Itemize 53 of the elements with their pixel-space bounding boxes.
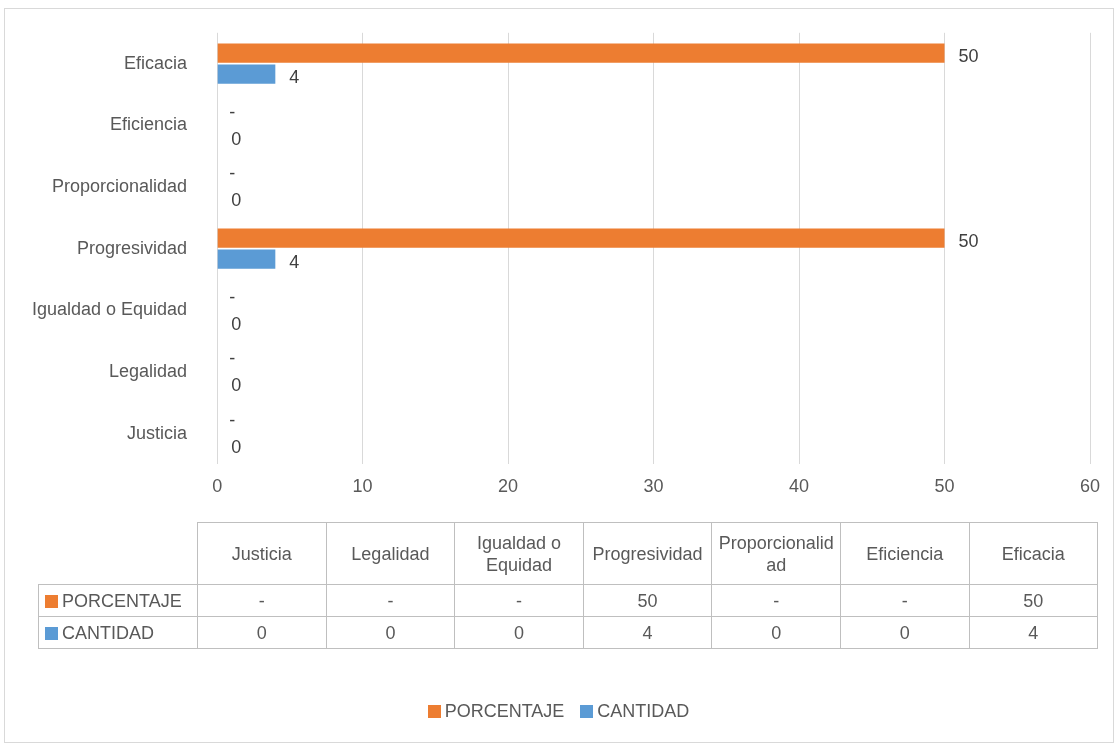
data-label: 50 xyxy=(958,231,979,252)
text: - xyxy=(229,410,236,431)
category-label: Eficacia xyxy=(1001,543,1065,564)
category-label: Progresividad xyxy=(592,543,703,564)
text: 50 xyxy=(1023,590,1044,611)
data-label: 0 xyxy=(231,313,242,334)
text: - xyxy=(229,348,236,369)
text: 0 xyxy=(771,622,782,643)
text: - xyxy=(258,590,265,611)
category-label: Justicia xyxy=(231,543,292,564)
data-label: 0 xyxy=(231,128,242,149)
text: PORCENTAJE xyxy=(444,701,565,721)
x-tick-label: 30 xyxy=(643,476,664,497)
category-label: Legalidad xyxy=(351,543,430,564)
x-tick-label: 60 xyxy=(1079,476,1101,497)
y-tick-label: Justicia xyxy=(127,422,189,443)
text: 0 xyxy=(256,622,267,643)
y-tick-label: Progresividad xyxy=(77,237,188,258)
text: - xyxy=(387,590,394,611)
text: 0 xyxy=(385,622,396,643)
x-tick-label: 50 xyxy=(934,476,955,497)
y-tick-label: Eficacia xyxy=(124,52,189,73)
y-tick-label: Legalidad xyxy=(109,360,188,381)
x-tick-label: 20 xyxy=(498,476,519,497)
text: 0 xyxy=(513,622,524,643)
text: CANTIDAD xyxy=(597,701,690,721)
category-label: Igualdad o Equidad xyxy=(476,532,562,575)
text: 4 xyxy=(1028,622,1039,643)
text: 50 xyxy=(637,590,658,611)
data-label: 0 xyxy=(231,190,242,211)
data-label: 0 xyxy=(231,375,242,396)
y-tick-label: Igualdad o Equidad xyxy=(32,299,188,320)
text: - xyxy=(229,163,236,184)
data-label: 4 xyxy=(289,67,300,88)
text: - xyxy=(229,286,236,307)
data-label: 50 xyxy=(958,46,979,67)
x-tick-label: 0 xyxy=(212,476,223,497)
y-tick-label: Eficiencia xyxy=(110,114,189,135)
legend-label: CANTIDAD xyxy=(38,616,198,649)
text: - xyxy=(901,590,908,611)
text: - xyxy=(773,590,780,611)
text: 4 xyxy=(642,622,653,643)
text: - xyxy=(515,590,522,611)
data-label: 0 xyxy=(231,437,242,458)
x-tick-label: 40 xyxy=(789,476,810,497)
x-tick-label: 10 xyxy=(352,476,373,497)
legend-label: PORCENTAJE xyxy=(38,584,198,617)
category-label: Eficiencia xyxy=(866,543,944,564)
text: - xyxy=(229,101,236,122)
category-label: Proporcionalidad xyxy=(718,532,834,575)
y-tick-label: Proporcionalidad xyxy=(52,175,188,196)
text: 0 xyxy=(899,622,910,643)
data-label: 4 xyxy=(289,252,300,273)
